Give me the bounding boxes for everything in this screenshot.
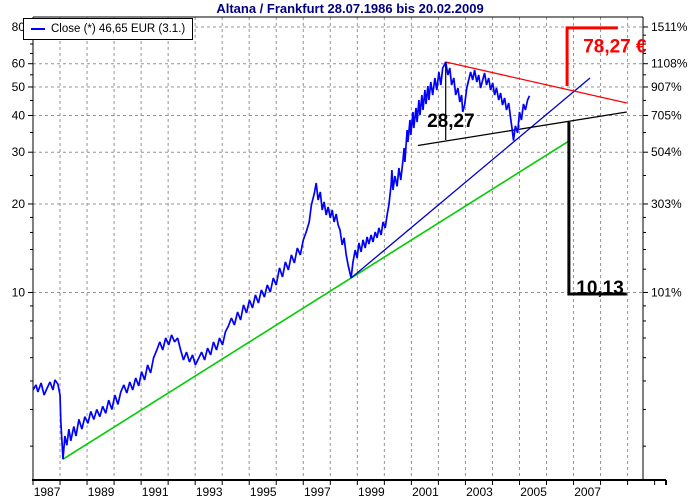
x-axis-tick-label: 1997	[304, 485, 331, 499]
x-axis-tick-label: 1987	[34, 485, 61, 499]
left-axis-tick-label: 80	[12, 20, 26, 34]
upside-target-bracket	[565, 26, 618, 86]
legend-series-swatch	[31, 28, 45, 30]
triangle-lower-line	[417, 111, 627, 147]
x-axis-tick-label: 1991	[142, 485, 169, 499]
left-axis-tick-label: 30	[12, 145, 26, 159]
x-axis-tick-label: 1993	[196, 485, 223, 499]
right-axis-tick-label: 303%	[651, 197, 682, 211]
left-axis-tick-label: 50	[12, 80, 26, 94]
legend: Close (*) 46,65 EUR (3.1.)	[23, 18, 194, 40]
upside-target-label: 78,27 €	[583, 36, 647, 57]
secondary-trendline	[350, 77, 591, 279]
right-axis-tick-label: 705%	[651, 108, 682, 122]
x-axis-tick-label: 2005	[520, 485, 547, 499]
x-axis-tick-label: 1999	[358, 485, 385, 499]
downside-target-label: 10,13	[576, 278, 624, 299]
x-axis-tick-label: 1995	[250, 485, 277, 499]
left-axis-tick-label: 40	[12, 108, 26, 122]
right-axis-tick-label: 907%	[651, 80, 682, 94]
right-axis-tick-label: 101%	[651, 285, 682, 299]
legend-label: Close (*) 46,65 EUR (3.1.)	[51, 23, 186, 35]
triangle-upper-line	[445, 61, 627, 104]
right-axis-tick-label: 1511%	[651, 20, 688, 34]
right-axis-tick-label: 504%	[651, 145, 682, 159]
chart-title: Altana / Frankfurt 28.07.1986 bis 20.02.…	[216, 1, 484, 16]
triangle-height-label: 28,27	[427, 111, 475, 132]
support-trendline	[62, 139, 571, 460]
left-axis-tick-label: 10	[12, 285, 26, 299]
right-axis-tick-label: 1108%	[651, 57, 688, 71]
x-axis-tick-label: 2003	[466, 485, 493, 499]
x-axis-tick-label: 2001	[412, 485, 439, 499]
left-axis-tick-label: 60	[12, 57, 26, 71]
close-price	[32, 61, 531, 460]
downside-target-bracket	[567, 122, 627, 296]
x-axis-tick-label: 2007	[574, 485, 601, 499]
x-axis-tick-label: 1989	[88, 485, 115, 499]
left-axis-tick-label: 20	[12, 197, 26, 211]
